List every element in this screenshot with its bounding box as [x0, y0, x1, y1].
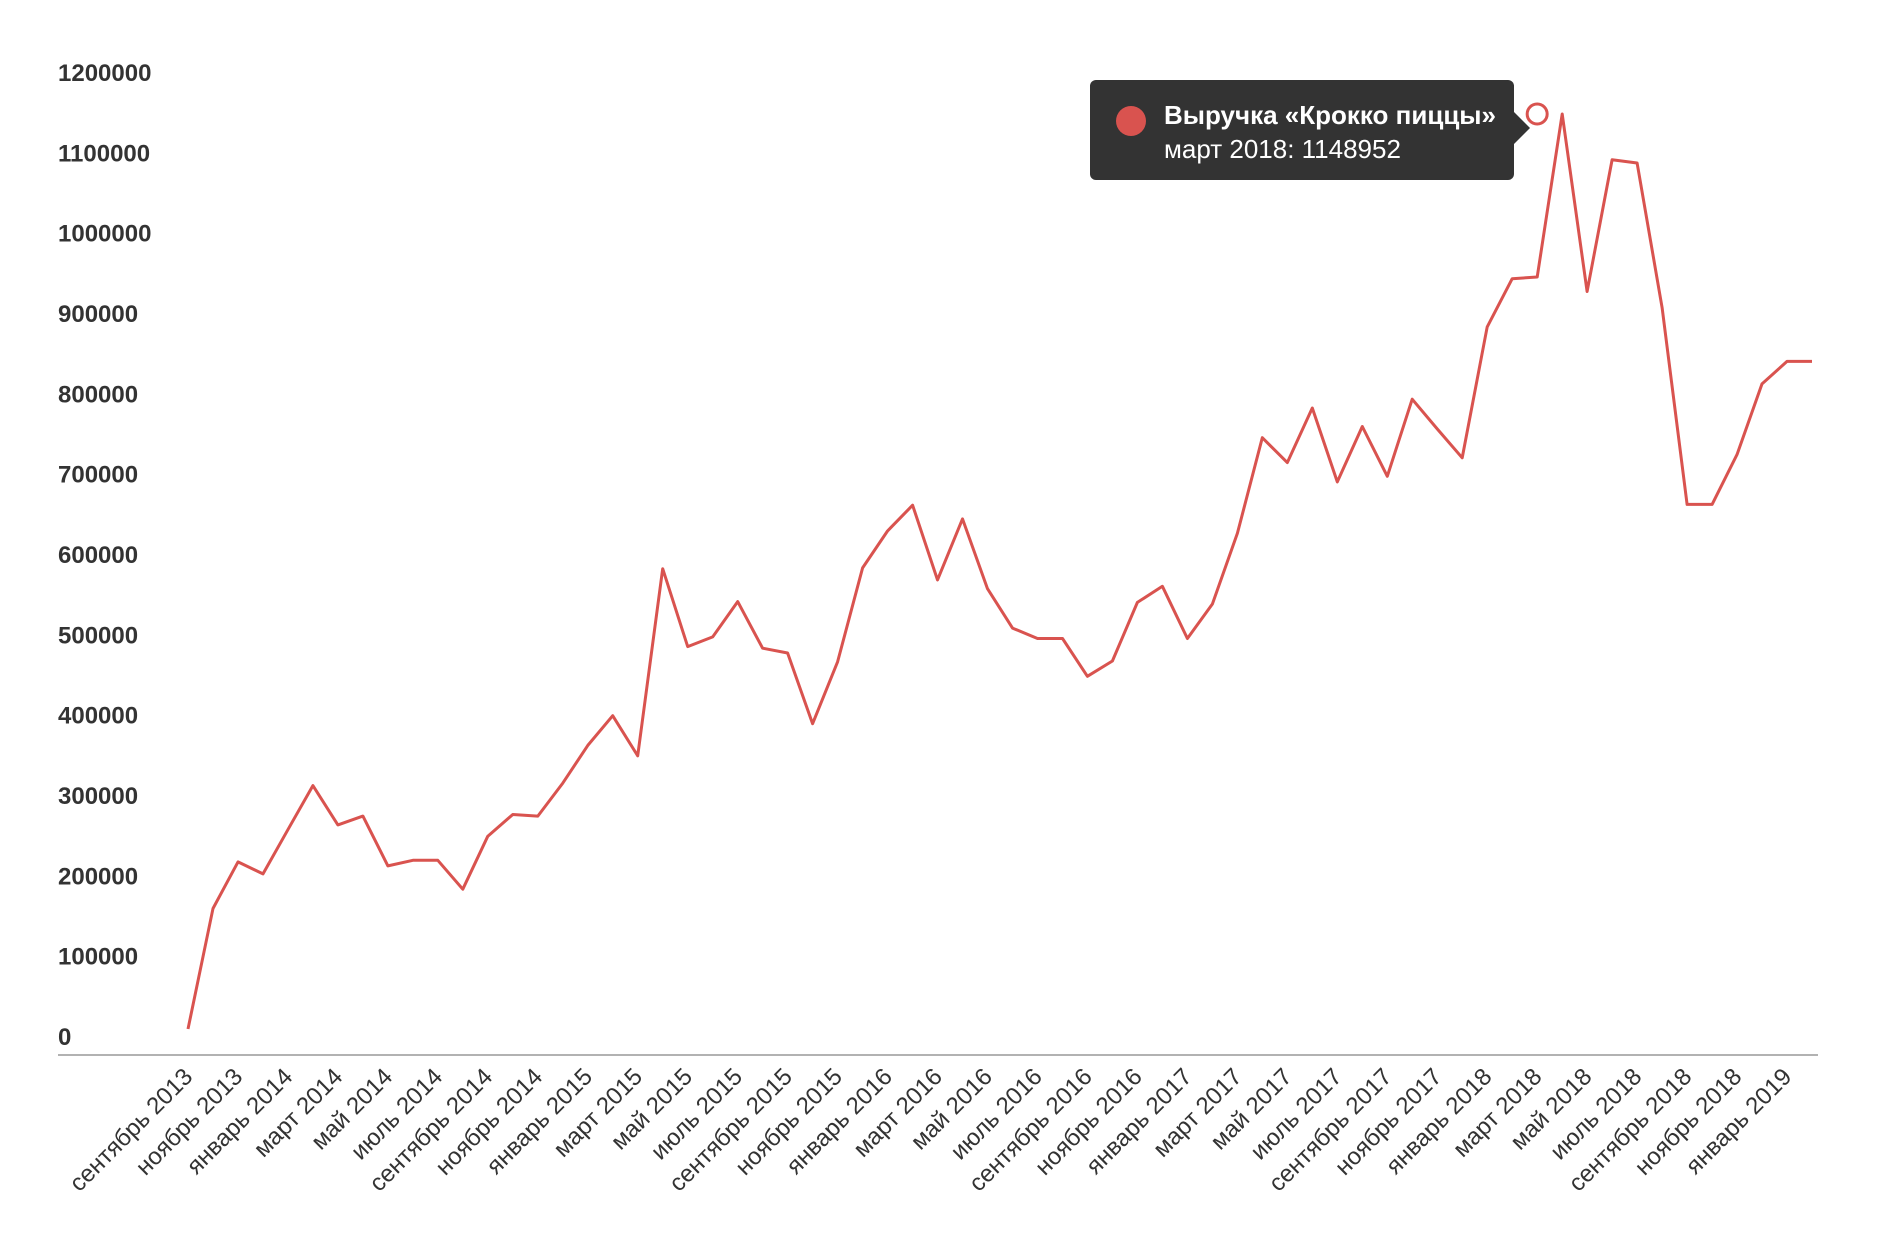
y-tick-label: 200000 [58, 863, 138, 890]
data-point[interactable] [407, 854, 419, 866]
data-point[interactable] [1006, 622, 1018, 634]
data-point[interactable] [1356, 420, 1368, 432]
data-point[interactable] [707, 631, 719, 643]
data-point[interactable] [532, 810, 544, 822]
data-point[interactable] [1181, 633, 1193, 645]
data-point[interactable] [882, 525, 894, 537]
data-point[interactable] [1231, 527, 1243, 539]
data-point[interactable] [1106, 655, 1118, 667]
data-point[interactable] [682, 641, 694, 653]
y-tick-label: 300000 [58, 783, 138, 810]
data-point[interactable] [1781, 355, 1793, 367]
y-axis: 0 100000 200000 300000 400000 500000 600000 700… [58, 60, 151, 1051]
data-point[interactable] [1256, 432, 1268, 444]
y-tick-label: 1100000 [58, 140, 150, 167]
data-point[interactable] [232, 856, 244, 868]
data-point[interactable] [907, 499, 919, 511]
data-point[interactable] [507, 808, 519, 820]
data-point[interactable] [1456, 452, 1468, 464]
data-point[interactable] [832, 656, 844, 668]
data-point[interactable] [632, 750, 644, 762]
data-point[interactable] [757, 642, 769, 654]
y-tick-label: 900000 [58, 301, 138, 328]
y-tick-label: 500000 [58, 622, 138, 649]
data-point[interactable] [1581, 286, 1593, 298]
data-point[interactable] [1381, 470, 1393, 482]
data-point[interactable] [657, 563, 669, 575]
data-point[interactable] [1406, 393, 1418, 405]
data-point[interactable] [207, 902, 219, 914]
data-point[interactable] [332, 819, 344, 831]
data-point[interactable] [307, 780, 319, 792]
y-tick-label: 800000 [58, 381, 138, 408]
data-point[interactable] [957, 513, 969, 525]
data-points [182, 108, 1818, 1035]
data-point[interactable] [582, 739, 594, 751]
data-point[interactable] [1631, 157, 1643, 169]
data-point[interactable] [432, 854, 444, 866]
data-point[interactable] [1031, 633, 1043, 645]
y-tick-label: 100000 [58, 944, 138, 971]
data-point[interactable] [982, 583, 994, 595]
data-point[interactable] [1056, 633, 1068, 645]
data-point[interactable] [857, 562, 869, 574]
data-point[interactable] [1656, 302, 1668, 314]
y-tick-label: 700000 [58, 462, 138, 489]
data-point[interactable] [1606, 154, 1618, 166]
y-tick-label: 0 [58, 1024, 71, 1051]
data-point[interactable] [1481, 321, 1493, 333]
data-point[interactable] [257, 868, 269, 880]
data-point[interactable] [807, 718, 819, 730]
data-point[interactable] [1531, 271, 1543, 283]
data-point[interactable] [1331, 476, 1343, 488]
data-point[interactable] [1756, 378, 1768, 390]
data-point[interactable] [182, 1023, 194, 1035]
data-point[interactable] [1206, 598, 1218, 610]
highlight-point[interactable] [1525, 102, 1549, 126]
data-point[interactable] [557, 777, 569, 789]
y-tick-label: 400000 [58, 703, 138, 730]
data-point[interactable] [457, 883, 469, 895]
data-point[interactable] [1281, 457, 1293, 469]
tooltip: Выручка «Крокко пиццы» март 2018: 114895… [1090, 80, 1530, 180]
data-point[interactable] [282, 824, 294, 836]
data-point[interactable] [1306, 402, 1318, 414]
data-point[interactable] [607, 710, 619, 722]
tooltip-series-label: Выручка «Крокко пиццы» [1164, 100, 1496, 130]
data-point[interactable] [1131, 596, 1143, 608]
data-point[interactable] [1506, 273, 1518, 285]
data-point[interactable] [1706, 498, 1718, 510]
data-point[interactable] [1806, 355, 1818, 367]
data-point[interactable] [482, 830, 494, 842]
y-tick-label: 1000000 [58, 221, 151, 248]
series-line [186, 112, 1812, 1030]
data-point[interactable] [1731, 449, 1743, 461]
tooltip-value: март 2018: 1148952 [1164, 134, 1401, 164]
data-point[interactable] [382, 860, 394, 872]
y-tick-label: 600000 [58, 542, 138, 569]
data-point[interactable] [1156, 580, 1168, 592]
data-point[interactable] [1431, 423, 1443, 435]
y-tick-label: 1200000 [58, 60, 151, 87]
data-point[interactable] [932, 574, 944, 586]
data-point[interactable] [357, 810, 369, 822]
data-point[interactable] [732, 596, 744, 608]
data-point[interactable] [782, 647, 794, 659]
data-point[interactable] [1556, 108, 1568, 120]
tooltip-series-dot [1116, 106, 1146, 136]
data-point[interactable] [1081, 670, 1093, 682]
data-point[interactable] [1681, 498, 1693, 510]
